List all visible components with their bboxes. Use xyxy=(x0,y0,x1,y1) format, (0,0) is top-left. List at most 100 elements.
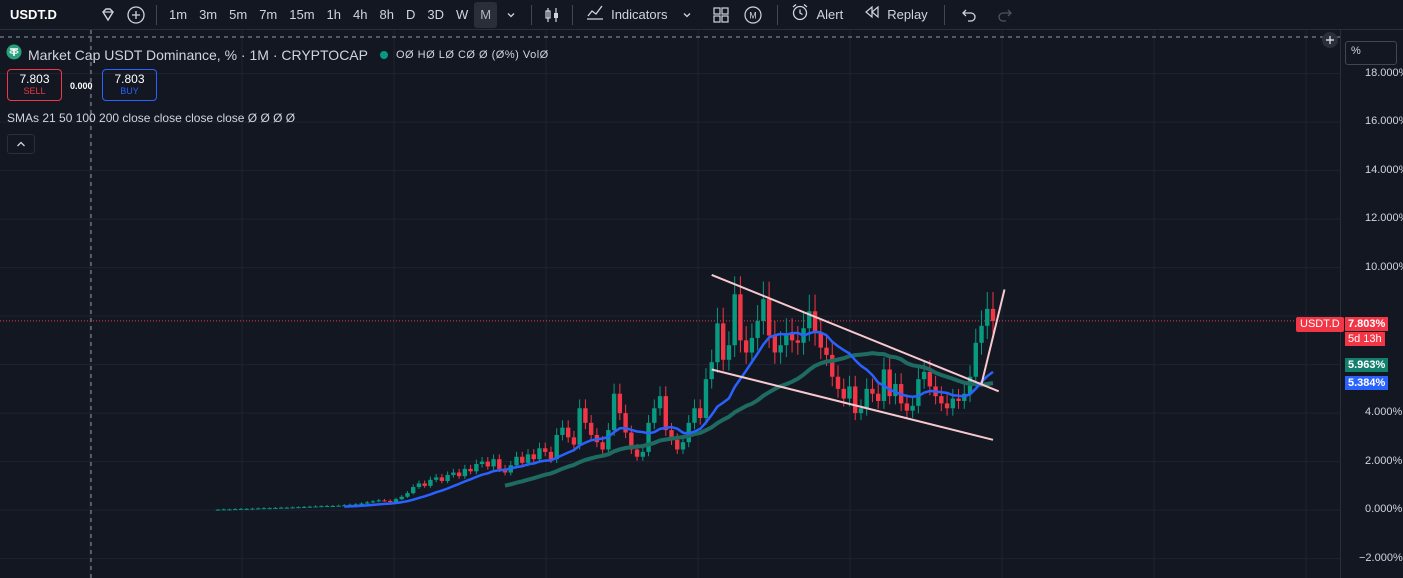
candle-body xyxy=(560,427,565,435)
candle-body xyxy=(956,398,961,401)
indicators-button[interactable]: Indicators xyxy=(579,1,673,29)
candle-body xyxy=(462,468,468,477)
interval-d[interactable]: D xyxy=(405,7,416,22)
candle-body xyxy=(864,388,869,409)
interval-3d[interactable]: 3D xyxy=(427,7,444,22)
chevron-down-icon[interactable] xyxy=(673,1,701,29)
candle-body xyxy=(382,500,387,502)
redo-icon[interactable] xyxy=(991,1,1019,29)
interval-w[interactable]: W xyxy=(455,7,469,22)
candle-body xyxy=(330,505,336,507)
candle-body xyxy=(416,483,422,488)
candle-body xyxy=(709,362,714,380)
candle-body xyxy=(301,506,307,508)
chevron-down-icon[interactable] xyxy=(497,1,525,29)
interval-8h[interactable]: 8h xyxy=(379,7,394,22)
interval-1m[interactable]: 1m xyxy=(169,7,188,22)
candle-body xyxy=(474,464,479,472)
candles-icon[interactable] xyxy=(538,1,566,29)
candle-body xyxy=(778,345,783,353)
symbol-label: USDT.D xyxy=(10,7,57,22)
sma-green-line xyxy=(504,351,994,488)
candle-body xyxy=(445,474,450,482)
symbol-price-tag: USDT.D xyxy=(1296,317,1344,332)
candle-body xyxy=(451,472,456,475)
candle-body xyxy=(215,509,221,511)
price-tick-label: 0.000% xyxy=(1365,503,1403,516)
layout-grid-icon[interactable] xyxy=(707,1,735,29)
breakout-trendline[interactable] xyxy=(980,289,1006,385)
buy-button[interactable]: 7.803 BUY xyxy=(102,69,157,101)
price-chart[interactable] xyxy=(0,30,1340,578)
sma-indicator-legend[interactable]: SMAs 21 50 100 200 close close close clo… xyxy=(7,111,296,125)
candle-body xyxy=(307,506,313,508)
candle-body xyxy=(319,506,324,508)
collapse-legend-button[interactable] xyxy=(7,134,35,154)
candle-body xyxy=(640,451,646,457)
interval-7m[interactable]: 7m xyxy=(259,7,278,22)
wedge-upper-trendline[interactable] xyxy=(711,273,1000,393)
candle-body xyxy=(921,371,927,380)
price-tick-label: 2.000% xyxy=(1365,454,1403,467)
interval-m[interactable]: M xyxy=(474,1,498,28)
symbol-search-button[interactable]: USDT.D xyxy=(2,2,94,28)
candle-body xyxy=(732,294,737,346)
interval-3m[interactable]: 3m xyxy=(199,7,218,22)
m-circle-icon[interactable]: M xyxy=(739,1,767,29)
series-legend: Market Cap USDT Dominance, % · 1M · CRYP… xyxy=(6,44,549,65)
legend-title[interactable]: Market Cap USDT Dominance, % · 1M · CRYP… xyxy=(28,46,368,63)
candle-body xyxy=(606,430,611,450)
trendline-drawings[interactable] xyxy=(711,273,1006,441)
diamond-icon[interactable] xyxy=(94,1,122,29)
candle-body xyxy=(250,508,255,510)
axis-mode-button[interactable]: % xyxy=(1345,41,1397,65)
interval-4h[interactable]: 4h xyxy=(353,7,368,22)
candle-body xyxy=(233,509,238,511)
candle-body xyxy=(703,379,709,418)
sell-price: 7.803 xyxy=(19,72,50,86)
price-axis[interactable]: 18.000% 16.000% 14.000% 12.000% 10.000% 4.000… xyxy=(1340,30,1403,578)
candle-body xyxy=(456,472,462,477)
candle-body xyxy=(887,369,892,397)
chevron-up-icon xyxy=(17,141,25,147)
indicators-icon xyxy=(585,2,605,27)
candle-body xyxy=(525,454,531,463)
top-toolbar: USDT.D 1m 3m 5m 7m 15m 1h 4h 8h D 3D W M Indicators… xyxy=(0,0,1403,30)
candle-body xyxy=(807,311,812,329)
interval-1h[interactable]: 1h xyxy=(326,7,342,22)
add-pane-button[interactable] xyxy=(1322,32,1338,48)
undo-icon[interactable] xyxy=(955,1,983,29)
alert-button[interactable]: Alert xyxy=(784,1,849,29)
candle-body xyxy=(950,398,956,409)
interval-selector: 1m 3m 5m 7m 15m 1h 4h 8h D 3D W M xyxy=(163,1,498,28)
toolbar-divider xyxy=(572,4,574,25)
candle-body xyxy=(715,323,720,363)
candle-body xyxy=(646,422,651,452)
candle-body xyxy=(324,505,330,507)
candle-body xyxy=(405,493,410,497)
indicators-label: Indicators xyxy=(611,7,668,22)
candle-body xyxy=(565,427,571,438)
interval-15m[interactable]: 15m xyxy=(289,7,315,22)
candle-body xyxy=(675,439,680,450)
price-tick-label: 18.000% xyxy=(1365,66,1403,79)
wedge-lower-trendline[interactable] xyxy=(711,368,994,441)
candle-body xyxy=(273,507,278,509)
alarm-icon xyxy=(790,2,810,27)
sma-blue-badge: 5.384% xyxy=(1345,376,1389,390)
candle-body xyxy=(910,405,915,411)
candle-body xyxy=(990,308,996,321)
add-symbol-icon[interactable] xyxy=(122,1,150,29)
interval-5m[interactable]: 5m xyxy=(229,7,248,22)
plus-icon xyxy=(1326,36,1334,44)
candle-body xyxy=(365,502,370,504)
replay-button[interactable]: Replay xyxy=(857,1,933,29)
sell-button[interactable]: 7.803 SELL xyxy=(7,69,62,101)
candle-body xyxy=(853,386,858,414)
candle-body xyxy=(376,500,381,502)
tether-logo-icon xyxy=(6,44,22,65)
candle-body xyxy=(422,483,427,486)
candle-body xyxy=(520,456,525,463)
candle-body xyxy=(617,393,623,414)
candle-body xyxy=(657,396,663,409)
